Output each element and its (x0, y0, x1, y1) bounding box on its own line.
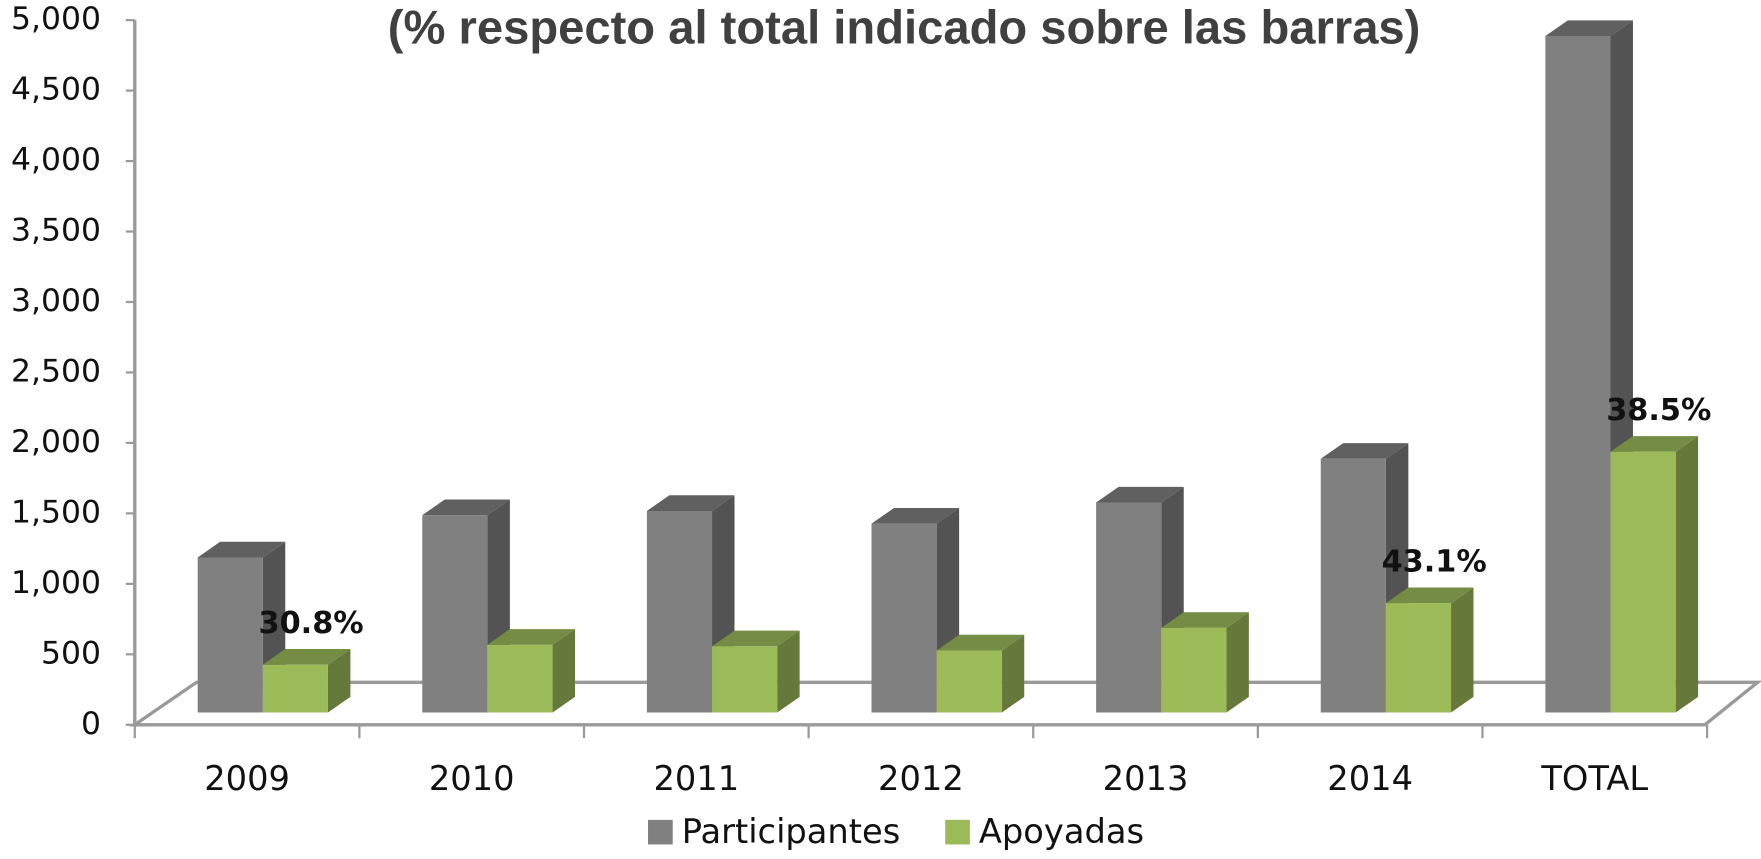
legend-label: Apoyadas (979, 812, 1144, 851)
y-tick-label: 4,000 (11, 142, 101, 178)
x-tick-label: TOTAL (1540, 759, 1648, 798)
x-tick-label: 2011 (653, 759, 739, 798)
bar-front (871, 523, 937, 713)
y-tick-label: 0 (81, 706, 101, 742)
bar-side (777, 630, 800, 713)
y-tick-label: 2,500 (11, 353, 101, 389)
y-tick-label: 4,500 (11, 72, 101, 108)
floor (129, 680, 1761, 727)
bar-top (1161, 612, 1249, 628)
bar (1385, 587, 1474, 713)
bar-top (871, 507, 960, 524)
data-label: 30.8% (259, 606, 364, 641)
bar (262, 649, 351, 713)
bar (1610, 436, 1699, 713)
x-tick-label: 2012 (878, 759, 964, 798)
bar-top (1545, 20, 1633, 37)
bar-side (1001, 634, 1025, 713)
x-tick-label: 2010 (429, 759, 515, 798)
y-tick-label: 1,000 (11, 565, 101, 601)
bar-front (936, 650, 1002, 713)
y-tick-label: 1,500 (11, 494, 101, 530)
bar-front (1610, 451, 1676, 713)
bar-side (1451, 587, 1474, 713)
x-tick-label: 2013 (1103, 759, 1189, 798)
legend-swatch (945, 819, 970, 845)
bar-top (1385, 587, 1474, 604)
legend-swatch (648, 819, 673, 845)
bar-top (936, 634, 1025, 651)
chart-title: (% respecto al total indicado sobre las … (388, 1, 1421, 54)
x-tick-label: 2009 (204, 759, 290, 798)
bar-top (1096, 486, 1184, 503)
bar-top (422, 499, 510, 516)
bar-front (1545, 36, 1611, 713)
bar-top (1610, 436, 1699, 452)
y-tick-label: 3,000 (11, 283, 101, 319)
bar (1161, 612, 1249, 713)
bar (487, 629, 576, 713)
data-label: 38.5% (1606, 393, 1711, 428)
bar-front (262, 664, 328, 713)
bar-side (552, 629, 576, 713)
bar-top (487, 629, 576, 645)
y-tick-label: 2,000 (11, 424, 101, 460)
bar (936, 634, 1025, 713)
bar-front (712, 646, 778, 713)
data-label: 43.1% (1382, 544, 1487, 579)
bar-side (1675, 436, 1699, 713)
bar-front (646, 510, 713, 713)
bar-top (646, 495, 735, 511)
bar-front (487, 644, 553, 713)
bar-top (262, 649, 351, 665)
bar-top (1320, 443, 1409, 459)
bar (197, 541, 286, 713)
bar-top (197, 541, 286, 558)
bar-front (1320, 458, 1386, 713)
y-tick-label: 3,500 (11, 213, 101, 249)
bar-side (327, 649, 351, 713)
legend-label: Participantes (682, 812, 901, 851)
bar (712, 630, 800, 713)
bar-front (197, 557, 263, 713)
bar-front (422, 515, 488, 713)
y-tick-label: 500 (41, 635, 101, 671)
y-tick-label: 5,000 (11, 1, 101, 37)
bar-front (1161, 627, 1227, 713)
bar-front (1096, 502, 1162, 713)
bar-side (1226, 612, 1249, 713)
bar (1320, 443, 1409, 713)
x-tick-label: 2014 (1327, 759, 1413, 798)
bar-front (1385, 603, 1452, 713)
bar-top (712, 630, 800, 647)
